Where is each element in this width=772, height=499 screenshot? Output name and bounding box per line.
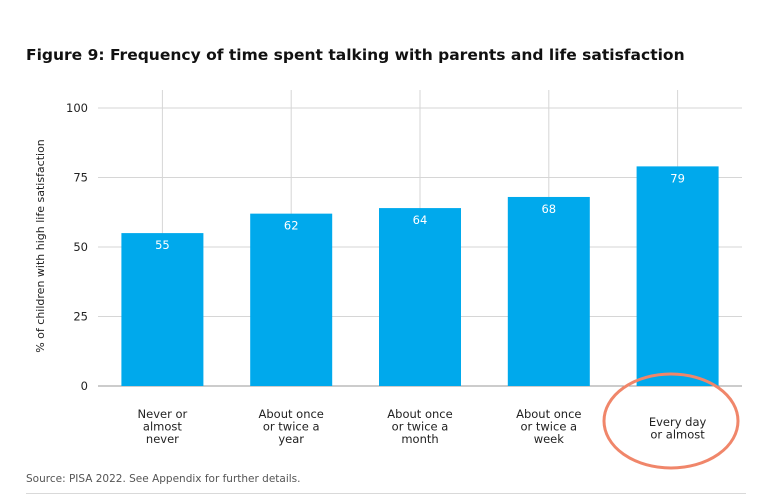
chart-title: Figure 9: Frequency of time spent talkin… <box>26 46 685 64</box>
x-tick-label: or twice a <box>263 420 320 434</box>
x-tick-label: or twice a <box>520 420 577 434</box>
data-label: 55 <box>155 238 170 252</box>
data-label: 68 <box>541 202 556 216</box>
x-tick-label: almost <box>143 420 182 434</box>
x-tick-label: About once <box>387 407 452 421</box>
labels-layer: 55 62 64 68 79 <box>155 171 685 252</box>
bar <box>636 166 719 386</box>
bars-layer <box>121 166 719 386</box>
x-tick-label: or almost <box>650 428 705 442</box>
y-tick-label: 0 <box>81 379 88 393</box>
source-note: Source: PISA 2022. See Appendix for furt… <box>26 473 301 485</box>
x-tick-label: week <box>534 432 565 446</box>
x-tick-label: About once <box>259 407 324 421</box>
y-tick-label: 25 <box>73 310 88 324</box>
bottom-divider <box>26 493 746 494</box>
x-tick-label: never <box>146 432 179 446</box>
data-label: 64 <box>413 213 428 227</box>
x-tick-label: Never or <box>138 407 188 421</box>
bar <box>507 196 590 386</box>
x-tick-label: or twice a <box>392 420 449 434</box>
bar <box>121 233 204 386</box>
data-label: 79 <box>670 171 685 185</box>
x-tick-label: year <box>278 432 304 446</box>
bar <box>250 213 333 386</box>
bar <box>379 208 461 386</box>
highlight-ellipse <box>602 372 740 470</box>
y-tick-label: 100 <box>66 101 88 115</box>
y-axis-label: % of children with high life satisfactio… <box>34 139 47 353</box>
x-tick-label: month <box>401 432 438 446</box>
y-tick-label: 50 <box>73 240 88 254</box>
y-tick-label: 75 <box>73 171 88 185</box>
x-tick-label: Every day <box>649 415 707 429</box>
x-tick-label: About once <box>516 407 581 421</box>
data-label: 62 <box>284 219 299 233</box>
